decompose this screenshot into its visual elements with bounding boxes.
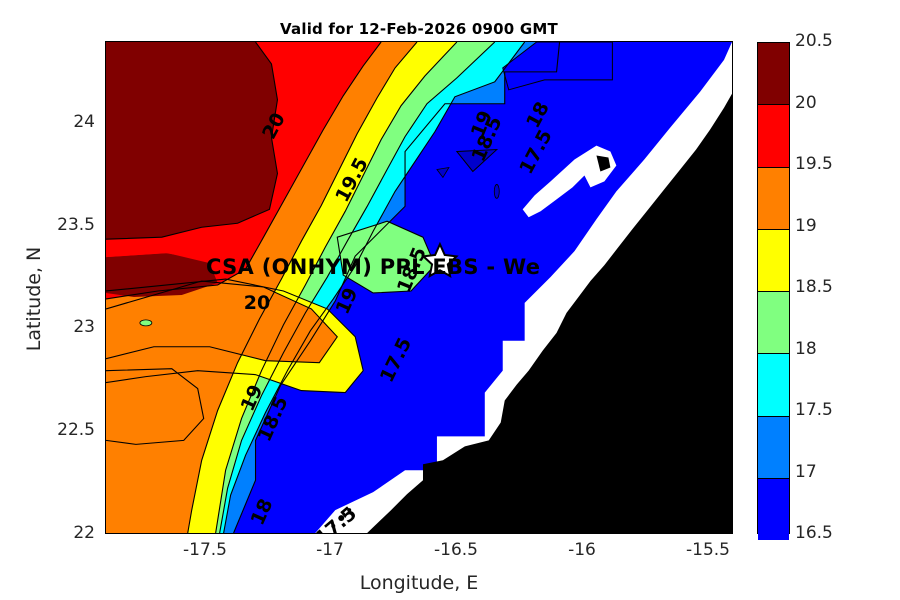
figure-title: Valid for 12-Feb-2026 0900 GMT	[280, 20, 558, 38]
colorbar-band-20-20.5	[758, 43, 789, 106]
islet-b	[347, 508, 352, 513]
land-mass	[367, 42, 732, 533]
colorbar-band-18.5-19	[758, 229, 789, 292]
colorbar-tick-17: 17	[795, 461, 817, 482]
colorbar-tick-18.5: 18.5	[795, 277, 833, 297]
sst-contour-field	[106, 42, 732, 533]
colorbar-band-19-19.5	[758, 167, 789, 230]
colorbar-tick-19.5: 19.5	[795, 154, 833, 174]
colorbar-band-17.5-18	[758, 354, 789, 417]
contour-lines	[106, 42, 561, 533]
warm-eddy-dot-left	[139, 319, 153, 327]
islet-c	[331, 524, 336, 529]
orange-belt-mid	[106, 281, 338, 363]
islet-a	[338, 515, 345, 522]
band-2000-2050	[106, 42, 278, 240]
coastal-lagoon	[522, 145, 617, 218]
colorbar-tick-17.5: 17.5	[795, 400, 833, 420]
colorbar-band-19.5-20	[758, 105, 789, 168]
xtick-3: -16	[568, 540, 596, 560]
colorbar-tick-16.5: 16.5	[795, 523, 833, 543]
map-axes: 20 19.5 19 18.5 18 17.5 18.5 19 20 17.5 19 18.5 18 17…	[105, 41, 733, 534]
contour-label-20-8: 20	[243, 292, 271, 314]
red-patch-left	[106, 239, 214, 262]
colorbar	[757, 42, 790, 540]
colorbar-tick-20.5: 20.5	[795, 31, 833, 51]
star-marker[interactable]	[421, 241, 459, 278]
green-tongue-upper	[337, 221, 435, 293]
xtick-1: -17	[316, 540, 344, 560]
colorbar-band-16.5-17	[758, 478, 789, 540]
coastal-inlet-small	[596, 155, 611, 172]
cool-eddy-triangle	[455, 148, 499, 173]
xtick-2: -16.5	[434, 540, 478, 560]
ytick-1: 22.5	[57, 420, 95, 440]
colorbar-tick-20: 20	[795, 92, 817, 113]
colorbar-band-18-18.5	[758, 292, 789, 355]
ytick-0: 22	[73, 523, 95, 543]
cool-eddy-dot	[493, 184, 500, 199]
maroon-lobe-lower	[106, 253, 218, 297]
xtick-4: -15.5	[686, 540, 730, 560]
map-annotation: CSA (ONHYM) PPL EBS - We	[206, 255, 541, 279]
cool-eddy-small	[436, 166, 450, 179]
ytick-4: 24	[73, 112, 95, 132]
orange-patch-lower	[106, 368, 204, 445]
colorbar-tick-18: 18	[795, 338, 817, 359]
x-axis-label: Longitude, E	[359, 572, 479, 594]
colorbar-band-17-17.5	[758, 416, 789, 479]
ytick-3: 23.5	[57, 215, 95, 235]
y-axis-label: Latitude, N	[23, 246, 45, 352]
xtick-0: -17.5	[183, 540, 227, 560]
colorbar-tick-19: 19	[795, 215, 817, 236]
ytick-2: 23	[73, 317, 95, 337]
